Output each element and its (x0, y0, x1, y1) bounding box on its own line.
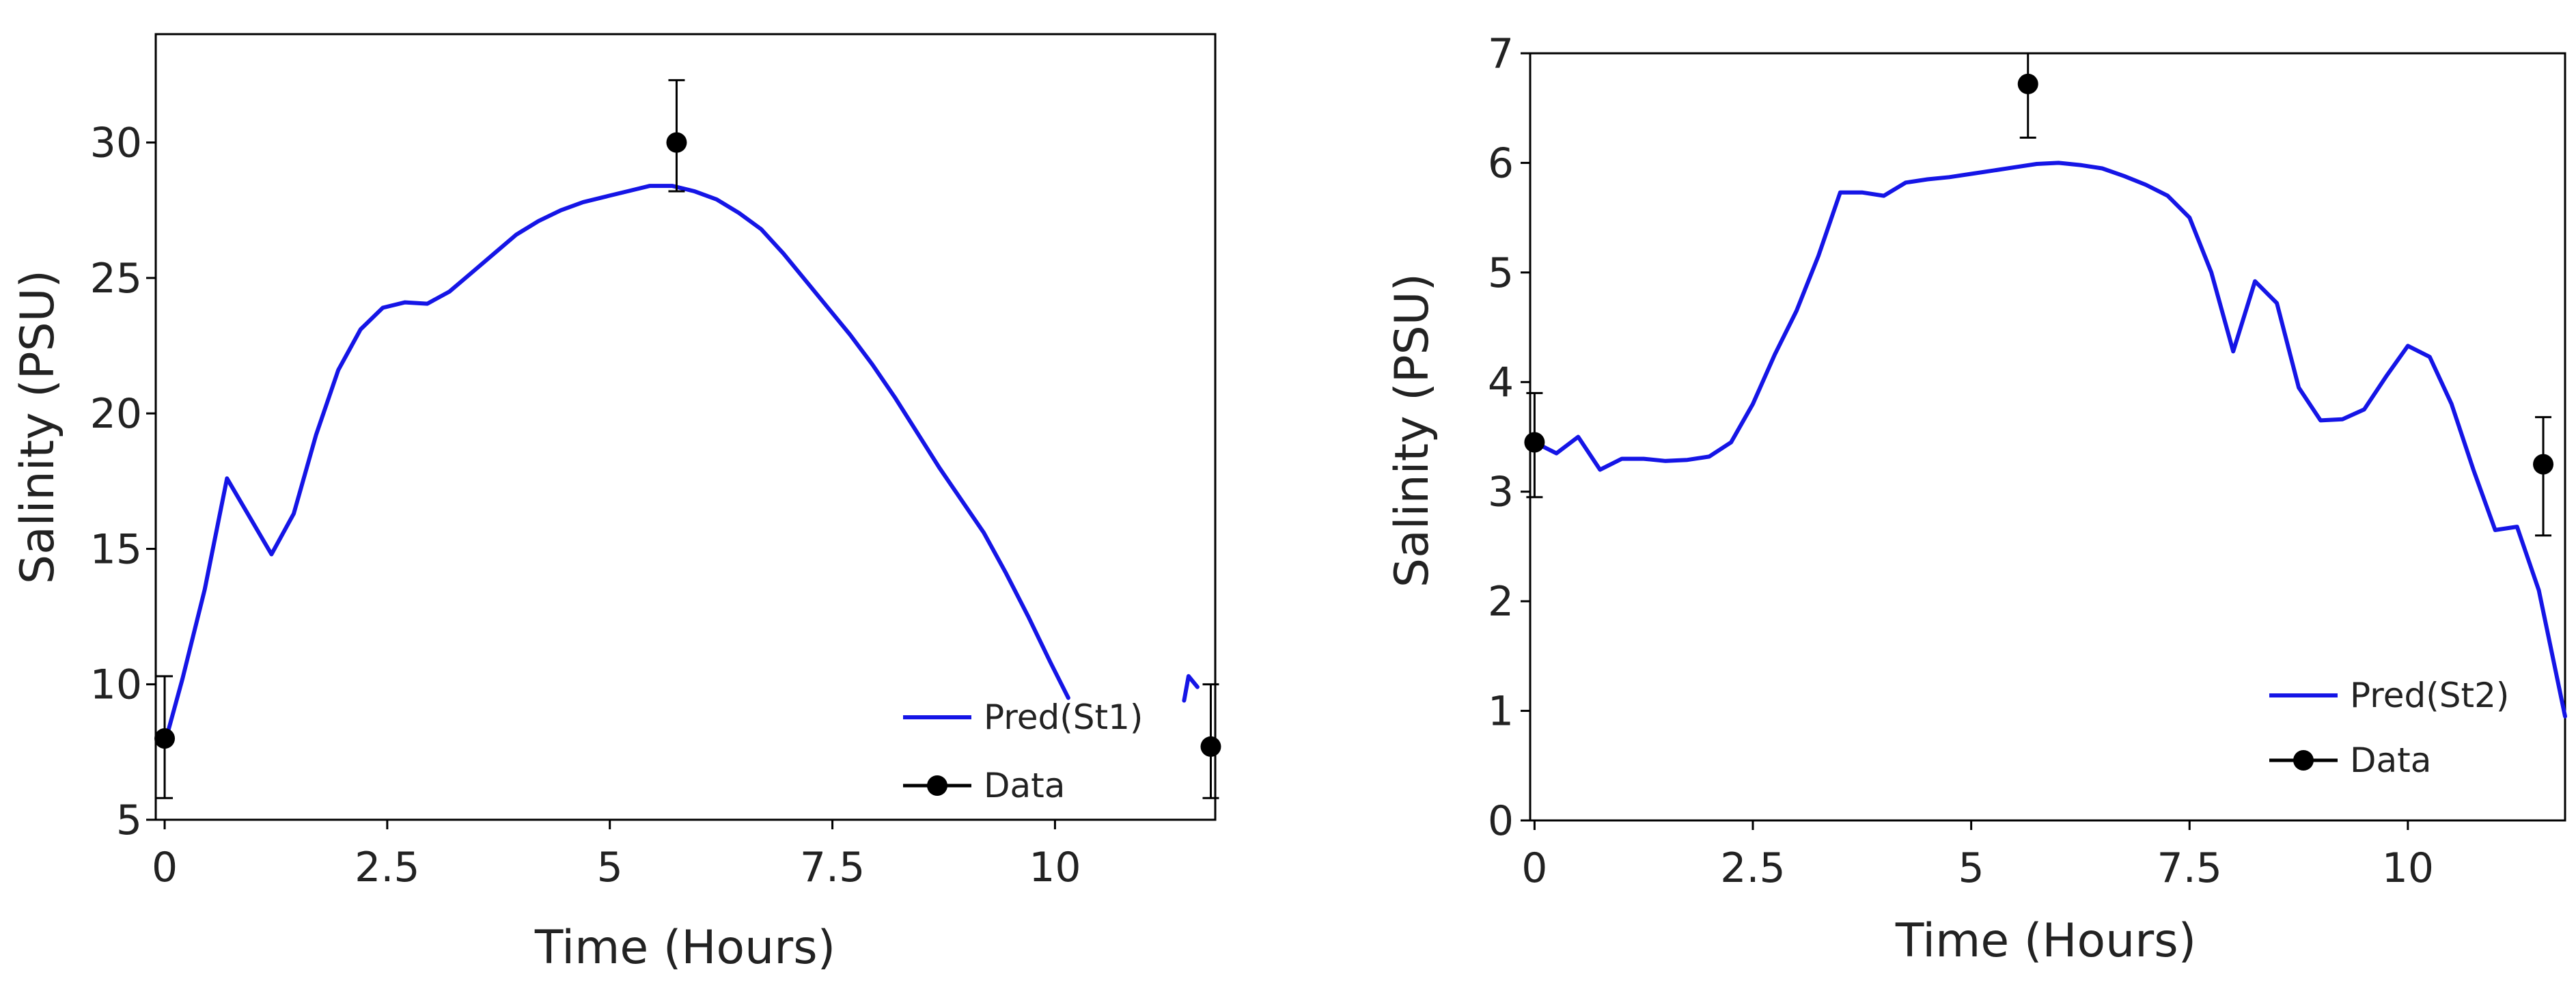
chart-1-data-point (666, 132, 687, 153)
chart-1-y-tick-label: 20 (90, 390, 142, 438)
chart-2-data-point (1524, 432, 1545, 453)
chart-2-x-axis-label: Time (Hours) (1895, 914, 2196, 968)
chart-1-data-point (1200, 736, 1221, 757)
chart-2-data-point (2533, 454, 2554, 475)
chart-1-x-tick-label: 7.5 (800, 844, 865, 891)
chart-1-y-ticks: 5 10 15 20 25 30 (90, 120, 156, 844)
chart-2-error-bar (2019, 52, 2036, 139)
chart-1-x-tick-label: 5 (597, 844, 623, 891)
chart-2-data-point (2017, 73, 2038, 94)
chart-2-y-tick-label: 6 (1488, 139, 1514, 187)
chart-2-plot-area: 0 2.5 5 7.5 10 0 1 2 3 4 5 6 7 (1488, 30, 2567, 892)
chart-2-x-ticks: 0 2.5 5 7.5 10 (1521, 820, 2434, 892)
chart-1-y-tick-label: 15 (90, 525, 142, 573)
chart-2: 0 2.5 5 7.5 10 0 1 2 3 4 5 6 7 Time (Hours) Salinit… (1385, 30, 2567, 968)
chart-2-x-tick-label: 2.5 (1720, 844, 1785, 892)
chart-1-x-tick-label: 10 (1029, 844, 1081, 891)
chart-2-series-lines (1532, 161, 2567, 719)
chart-2-y-tick-label: 5 (1488, 249, 1514, 297)
chart-2-x-tick-label: 10 (2382, 844, 2434, 892)
chart-1-y-tick-label: 10 (90, 661, 142, 709)
chart-2-y-tick-label: 3 (1488, 469, 1514, 516)
chart-2-legend-label-pred: Pred(St2) (2350, 676, 2509, 715)
chart-2-y-tick-label: 1 (1488, 688, 1514, 736)
chart-1-plot-area: 0 2.5 5 7.5 10 5 10 15 20 25 30 (90, 33, 1221, 891)
chart-2-y-ticks: 0 1 2 3 4 5 6 7 (1488, 30, 1530, 845)
chart-2-y-axis-label: Salinity (PSU) (1385, 273, 1439, 587)
chart-1-y-tick-label: 25 (90, 255, 142, 303)
chart-1-x-tick-label: 2.5 (355, 844, 419, 891)
chart-1-data-point (154, 728, 176, 749)
chart-1-x-axis-label: Time (Hours) (534, 921, 835, 975)
chart-1-y-axis-label: Salinity (PSU) (11, 270, 65, 584)
chart-1-y-tick-label: 30 (90, 120, 142, 167)
chart-1-series-lines (163, 184, 1200, 746)
chart-1-x-ticks: 0 2.5 5 7.5 10 (152, 820, 1081, 891)
chart-1-legend: Pred(St1) Data (903, 697, 1143, 805)
chart-2-data-points (1524, 52, 2554, 537)
chart-1-legend-label-data: Data (984, 766, 1065, 805)
chart-1-x-tick-label: 0 (152, 844, 178, 891)
chart-1: 0 2.5 5 7.5 10 5 10 15 20 25 30 Time (Hours) Sali… (11, 33, 1221, 975)
chart-2-y-tick-label: 4 (1488, 359, 1514, 406)
chart-1-legend-data-marker (927, 775, 947, 796)
chart-2-legend: Pred(St2) Data (2269, 676, 2509, 780)
chart-2-x-tick-label: 5 (1958, 844, 1984, 892)
chart-2-error-bar (2535, 416, 2552, 537)
chart-2-x-tick-label: 0 (1521, 844, 1547, 892)
chart-2-legend-label-data: Data (2350, 741, 2431, 780)
chart-2-prediction-line-0 (1532, 161, 2567, 719)
chart-2-y-tick-label: 7 (1488, 30, 1514, 78)
chart-1-prediction-line-1 (1182, 674, 1200, 703)
chart-1-legend-label-pred: Pred(St1) (984, 697, 1143, 737)
chart-1-prediction-line-0 (163, 184, 1070, 746)
chart-2-x-tick-label: 7.5 (2157, 844, 2222, 892)
chart-1-data-points (154, 79, 1221, 799)
chart-2-y-tick-label: 2 (1488, 578, 1514, 626)
chart-1-frame (154, 33, 1217, 821)
chart-2-y-tick-label: 0 (1488, 797, 1514, 845)
chart-2-legend-data-marker (2293, 750, 2314, 771)
chart-1-y-tick-label: 5 (116, 797, 142, 844)
